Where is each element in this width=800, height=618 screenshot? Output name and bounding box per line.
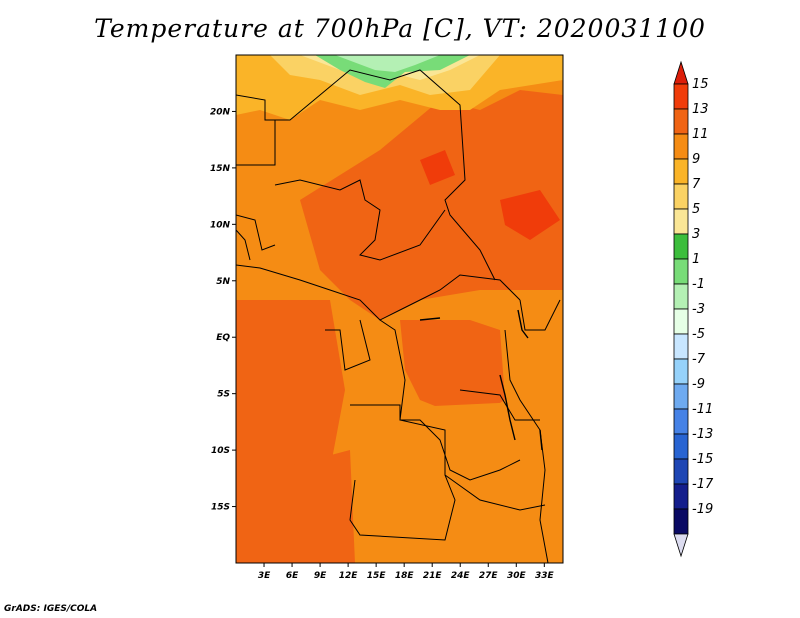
colorbar-label: 13 xyxy=(692,102,709,117)
colorbar-label: -11 xyxy=(692,402,713,417)
colorbar-label: 7 xyxy=(692,177,701,192)
map-frame xyxy=(235,54,564,564)
colorbar-label: -1 xyxy=(692,277,705,292)
lat-tick-label: 10N xyxy=(210,220,231,230)
chart-title: Temperature at 700hPa [C], VT: 202003110… xyxy=(94,14,706,43)
colorbar-swatch xyxy=(673,83,689,110)
colorbar-swatch xyxy=(673,333,689,360)
colorbar-swatch xyxy=(673,508,689,535)
colorbar-swatch xyxy=(673,108,689,135)
lat-tick-label: 15N xyxy=(210,164,231,174)
colorbar-bottom-cap xyxy=(673,533,689,558)
colorbar-label: -7 xyxy=(692,352,706,367)
colorbar-top-cap xyxy=(673,60,689,85)
lon-tick-label: 24E xyxy=(451,571,471,581)
colorbar-label: -9 xyxy=(692,377,705,392)
colorbar-label: -19 xyxy=(692,502,713,517)
lat-tick-label: 15S xyxy=(211,503,230,513)
colorbar-label: -5 xyxy=(692,327,705,342)
colorbar-swatch xyxy=(673,458,689,485)
lon-tick-label: 6E xyxy=(286,571,299,581)
lon-tick-label: 30E xyxy=(507,571,527,581)
colorbar-label: 3 xyxy=(692,227,700,242)
colorbar-label: 9 xyxy=(692,152,700,167)
colorbar-swatch xyxy=(673,358,689,385)
colorbar-label: -17 xyxy=(692,477,714,492)
lon-tick-label: 15E xyxy=(367,571,387,581)
lon-tick-label: 3E xyxy=(258,571,271,581)
lon-tick-label: 33E xyxy=(535,571,555,581)
colorbar-label: 15 xyxy=(692,77,709,92)
colorbar-label: -3 xyxy=(692,302,705,317)
lon-tick-label: 27E xyxy=(479,571,499,581)
colorbar-label: -15 xyxy=(692,452,713,467)
colorbar-swatch xyxy=(673,133,689,160)
lon-tick-label: 12E xyxy=(339,571,359,581)
colorbar-swatch xyxy=(673,283,689,310)
lat-tick-label: EQ xyxy=(216,333,230,343)
colorbar-swatch xyxy=(673,258,689,285)
colorbar-swatch xyxy=(673,433,689,460)
colorbar-swatch xyxy=(673,308,689,335)
lon-tick-label: 9E xyxy=(314,571,327,581)
colorbar-swatch xyxy=(673,483,689,510)
colorbar-label: 11 xyxy=(692,127,709,142)
colorbar-label: 1 xyxy=(692,252,700,267)
colorbar-swatch xyxy=(673,408,689,435)
lon-tick-label: 18E xyxy=(395,571,415,581)
lat-tick-label: 5N xyxy=(216,277,230,287)
colorbar-label: 5 xyxy=(692,202,700,217)
colorbar-swatch xyxy=(673,208,689,235)
temperature-field xyxy=(236,55,563,563)
lat-tick-label: 10S xyxy=(211,446,230,456)
lat-tick-label: 5S xyxy=(217,390,230,400)
colorbar-swatch xyxy=(673,158,689,185)
colorbar-swatch xyxy=(673,233,689,260)
colorbar-swatch xyxy=(673,383,689,410)
grads-credit: GrADS: IGES/COLA xyxy=(4,604,98,614)
lakes xyxy=(419,309,543,451)
colorbar: 15 13 11 9 7 5 3 1 -1 -3 -5 -7 -9 -11 -13 -15 -17 -19 xyxy=(673,60,714,558)
colorbar-swatch xyxy=(673,183,689,210)
colorbar-label: -13 xyxy=(692,427,713,442)
longitude-axis: 3E 6E 9E 12E 15E 18E 21E 24E 27E 30E 33E xyxy=(258,563,555,581)
lon-tick-label: 21E xyxy=(423,571,443,581)
latitude-axis: 20N 15N 10N 5N EQ 5S 10S 15S xyxy=(210,107,236,513)
lat-tick-label: 20N xyxy=(210,107,231,117)
